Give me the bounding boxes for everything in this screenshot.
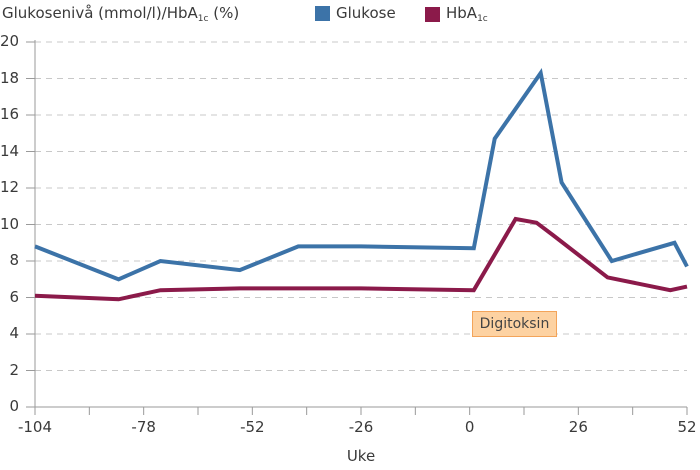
legend-item-glukose: Glukose xyxy=(315,4,396,22)
x-tick-label: 0 xyxy=(464,418,475,436)
y-tick-label: 2 xyxy=(9,360,19,379)
y-axis-title: Glukosenivå (mmol/l)/HbA1c (%) xyxy=(2,4,239,24)
series-line-glukose xyxy=(34,67,689,282)
series-line-hba1c xyxy=(34,216,688,302)
x-tick-label: -104 xyxy=(17,418,53,436)
y-tick-label: 8 xyxy=(9,251,19,269)
y-tick-label: 18 xyxy=(0,68,20,87)
y-tick-label: 16 xyxy=(0,105,20,123)
y-tick-label: 20 xyxy=(0,32,20,50)
x-tick-label: -26 xyxy=(348,418,374,436)
legend-label-hba1c: HbA1c xyxy=(446,4,488,24)
x-tick-label: 52 xyxy=(677,418,697,436)
legend-label-glukose: Glukose xyxy=(336,4,396,22)
y-axis-title-tail: (%) xyxy=(208,4,240,22)
legend-label-hba1c-main: HbA xyxy=(446,4,478,22)
legend-swatch-glukose xyxy=(315,5,330,21)
y-tick-label: 12 xyxy=(0,178,20,196)
legend-swatch-hba1c xyxy=(425,6,440,22)
annotation-digitoksin: Digitoksin xyxy=(472,311,557,337)
legend-item-hba1c: HbA1c xyxy=(425,4,488,24)
y-tick-label: 6 xyxy=(9,287,19,306)
y-tick-label: 4 xyxy=(9,324,19,342)
x-tick-label: -52 xyxy=(240,418,265,436)
y-tick-label: 10 xyxy=(0,214,20,233)
x-tick-label: 26 xyxy=(568,418,588,436)
y-axis-title-main: Glukosenivå (mmol/l)/HbA xyxy=(2,4,198,22)
x-axis-title: Uke xyxy=(346,447,376,465)
x-tick-label: -78 xyxy=(131,418,156,436)
legend-label-hba1c-sub: 1c xyxy=(477,14,488,24)
y-tick-label: 0 xyxy=(9,397,19,415)
y-axis-title-subscript: 1c xyxy=(197,14,209,24)
y-tick-label: 14 xyxy=(0,141,20,160)
